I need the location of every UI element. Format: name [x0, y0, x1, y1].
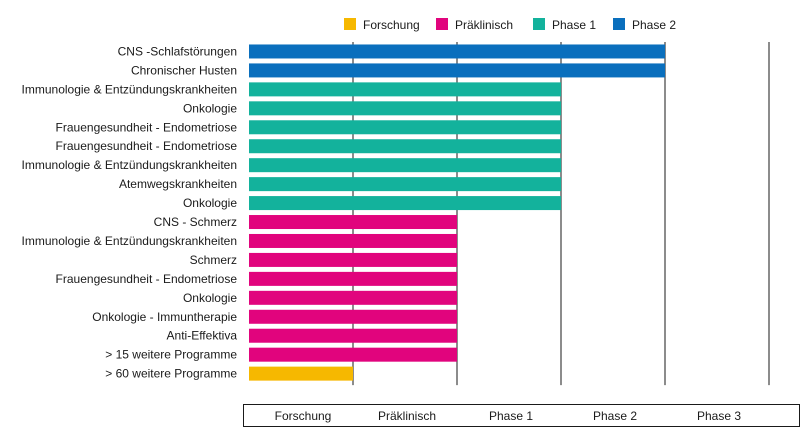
legend-swatch — [436, 18, 448, 30]
category-label: CNS -Schlafstörungen — [118, 44, 237, 58]
category-label: CNS - Schmerz — [154, 215, 237, 229]
category-label: Onkologie - Immuntherapie — [92, 310, 237, 324]
bar — [249, 196, 561, 211]
category-label: Immunologie & Entzündungskrankheiten — [22, 158, 237, 172]
bar — [249, 101, 561, 116]
axis-box — [243, 404, 800, 427]
category-label: Immunologie & Entzündungskrankheiten — [22, 82, 237, 96]
category-label: Onkologie — [183, 291, 237, 305]
chart-legend: Forschung Präklinisch Phase 1 Phase 2 — [344, 18, 676, 32]
category-label: Anti-Effektiva — [167, 329, 238, 343]
bar — [249, 233, 457, 248]
bar — [249, 328, 457, 343]
stage-tick-label: Phase 3 — [697, 409, 741, 423]
bar — [249, 82, 561, 97]
category-label: Onkologie — [183, 101, 237, 115]
category-label: Atemwegskrankheiten — [119, 177, 237, 191]
stage-tick-label: Phase 1 — [489, 409, 533, 423]
stage-axis: Forschung Präklinisch Phase 1 Phase 2 Phase … — [243, 404, 800, 427]
legend-label: Phase 2 — [632, 18, 676, 32]
stage-tick-label: Phase 2 — [593, 409, 637, 423]
category-label: Frauengesundheit - Endometriose — [56, 120, 238, 134]
category-label: Chronischer Husten — [131, 63, 237, 77]
category-label: Frauengesundheit - Endometriose — [56, 139, 238, 153]
category-label: Schmerz — [190, 253, 237, 267]
bar — [249, 309, 457, 324]
bar — [249, 139, 561, 154]
bar — [249, 120, 561, 135]
legend-swatch — [533, 18, 545, 30]
stage-tick-label: Forschung — [275, 409, 332, 423]
legend-label: Präklinisch — [455, 18, 513, 32]
category-label: > 60 weitere Programme — [105, 367, 237, 381]
category-label: Onkologie — [183, 196, 237, 210]
bar — [249, 347, 457, 362]
legend-swatch — [344, 18, 356, 30]
category-label: Immunologie & Entzündungskrankheiten — [22, 234, 237, 248]
stage-tick-label: Präklinisch — [378, 409, 436, 423]
category-labels: CNS -Schlafstörungen Chronischer Husten Im… — [22, 44, 238, 380]
category-label: > 15 weitere Programme — [105, 348, 237, 362]
bar — [249, 271, 457, 286]
bar — [249, 366, 353, 381]
bar — [249, 177, 561, 192]
bar — [249, 290, 457, 305]
bar — [249, 215, 457, 230]
bar — [249, 63, 665, 78]
legend-label: Phase 1 — [552, 18, 596, 32]
legend-swatch — [613, 18, 625, 30]
bar — [249, 44, 665, 59]
legend-label: Forschung — [363, 18, 420, 32]
bar — [249, 252, 457, 267]
stage-gridlines — [352, 42, 770, 386]
bar — [249, 158, 561, 173]
bar-series — [249, 44, 665, 381]
category-label: Frauengesundheit - Endometriose — [56, 272, 238, 286]
